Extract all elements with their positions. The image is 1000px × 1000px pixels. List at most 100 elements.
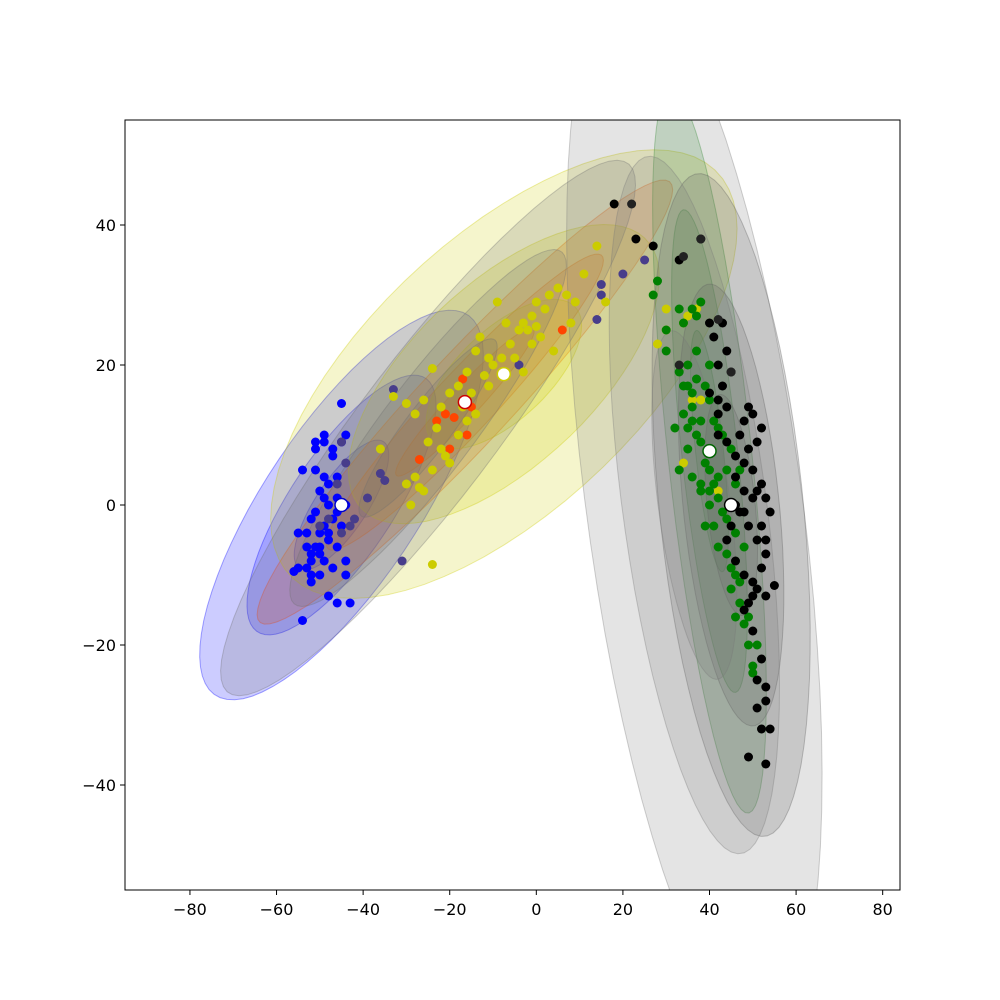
- plot-background: [125, 120, 900, 890]
- point-3-9: [462, 367, 472, 377]
- point-4-52: [726, 584, 736, 594]
- point-5-34: [722, 535, 732, 545]
- point-4-6: [696, 297, 706, 307]
- point-5-32: [739, 570, 749, 580]
- point-4-2: [661, 325, 671, 335]
- point-0-13: [302, 542, 312, 552]
- point-3-45: [566, 318, 576, 328]
- point-3-2: [401, 399, 411, 408]
- point-3-36: [475, 332, 485, 342]
- point-0-18: [315, 528, 325, 538]
- point-3-13: [497, 353, 507, 363]
- point-3-1: [388, 392, 398, 401]
- point-5-47: [718, 381, 727, 391]
- point-5-24: [765, 724, 775, 734]
- point-2-5: [440, 409, 450, 419]
- point-3-64: [687, 395, 697, 405]
- y-tick-label: 40: [96, 216, 116, 235]
- point-0-29: [332, 472, 342, 482]
- point-5-10: [765, 507, 775, 517]
- point-4-5: [687, 304, 697, 314]
- point-5-5: [739, 458, 749, 468]
- point-3-16: [518, 318, 528, 328]
- point-4-13: [705, 395, 714, 405]
- point-3-20: [544, 290, 554, 300]
- point-5-38: [748, 493, 758, 503]
- point-4-56: [709, 416, 719, 426]
- point-3-44: [549, 346, 559, 356]
- point-4-29: [713, 542, 723, 552]
- point-4-34: [731, 612, 740, 622]
- point-0-50: [319, 493, 329, 503]
- point-3-40: [510, 353, 520, 363]
- point-0-22: [311, 507, 320, 517]
- point-3-31: [436, 444, 446, 454]
- point-4-27: [709, 521, 719, 531]
- point-0-25: [315, 486, 325, 496]
- point-5-15: [748, 577, 758, 587]
- point-1-2: [363, 493, 372, 503]
- point-3-27: [401, 479, 411, 489]
- point-3-24: [579, 269, 589, 279]
- point-3-4: [419, 395, 429, 405]
- point-5-13: [761, 549, 771, 559]
- point-3-48: [414, 483, 424, 492]
- point-4-35: [739, 619, 749, 629]
- point-4-62: [687, 388, 697, 398]
- point-5-17: [761, 591, 771, 601]
- point-1-15: [596, 290, 606, 300]
- point-3-34: [462, 416, 472, 426]
- point-5-16: [752, 584, 762, 594]
- point-3-12: [488, 360, 498, 370]
- point-3-54: [484, 381, 494, 391]
- y-tick-label: −40: [82, 776, 116, 795]
- point-3-41: [518, 367, 528, 377]
- point-3-37: [484, 353, 494, 363]
- point-4-63: [705, 360, 714, 370]
- point-3-42: [527, 339, 537, 349]
- point-3-23: [570, 297, 580, 307]
- point-1-1: [337, 437, 346, 447]
- point-3-8: [453, 381, 463, 391]
- point-0-38: [328, 451, 338, 461]
- point-2-8: [432, 416, 442, 426]
- point-0-8: [319, 556, 329, 566]
- point-0-26: [324, 479, 333, 489]
- x-tick-label: 20: [613, 900, 633, 919]
- point-3-21: [553, 283, 563, 293]
- x-tick-label: −60: [260, 900, 294, 919]
- point-0-49: [293, 528, 303, 538]
- point-3-11: [479, 371, 489, 380]
- point-1-9: [315, 521, 325, 531]
- point-5-9: [761, 493, 771, 503]
- point-5-48: [722, 346, 732, 356]
- point-4-15: [679, 409, 688, 419]
- point-3-58: [661, 304, 671, 314]
- point-0-42: [302, 563, 312, 573]
- point-4-22: [709, 479, 719, 489]
- point-0-19: [306, 514, 316, 524]
- point-0-27: [311, 465, 320, 475]
- point-5-7: [748, 465, 758, 475]
- mean-marker-3: [702, 443, 717, 459]
- point-5-22: [761, 682, 771, 692]
- point-0-16: [332, 542, 342, 552]
- point-4-17: [683, 423, 693, 433]
- point-5-14: [757, 563, 766, 573]
- y-tick-label: −20: [82, 636, 116, 655]
- point-3-26: [601, 297, 611, 307]
- point-1-8: [345, 521, 355, 531]
- point-3-32: [445, 458, 455, 468]
- point-1-7: [324, 514, 333, 524]
- point-4-0: [648, 290, 658, 300]
- point-0-10: [328, 563, 338, 573]
- point-3-6: [436, 402, 446, 412]
- point-5-20: [748, 626, 758, 636]
- point-3-56: [523, 325, 533, 335]
- point-4-53: [744, 612, 753, 622]
- point-1-13: [514, 360, 524, 370]
- point-4-50: [739, 542, 749, 552]
- point-4-54: [692, 346, 701, 356]
- point-3-43: [536, 332, 546, 342]
- point-0-0: [298, 616, 307, 625]
